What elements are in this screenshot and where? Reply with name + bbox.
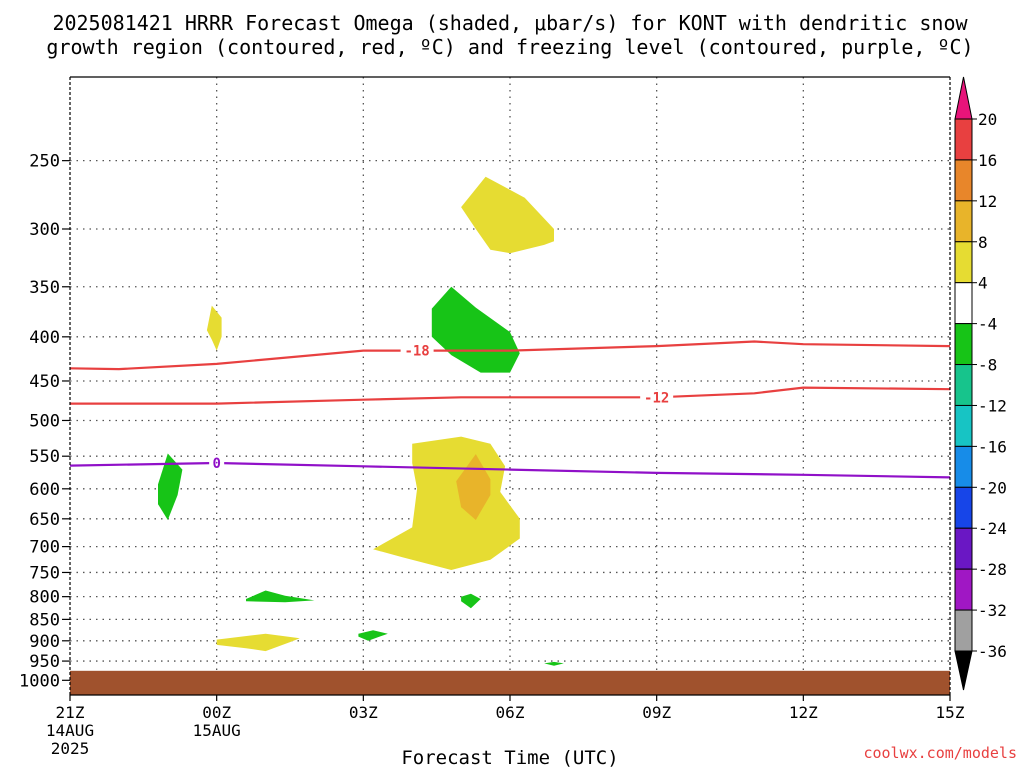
colorbar-tick-label: 12 [978, 192, 997, 211]
y-tick-label: 350 [29, 278, 60, 298]
chart-title-line1: 2025081421 HRRR Forecast Omega (shaded, … [52, 11, 968, 35]
y-tick-label: 550 [29, 447, 60, 467]
x-tick-date-label: 15AUG [193, 721, 241, 740]
contour-line [69, 340, 951, 371]
colorbar-tick-label: 4 [978, 274, 988, 293]
omega-region [461, 593, 481, 609]
y-tick-label: 500 [29, 411, 60, 431]
omega-region [158, 453, 183, 520]
colorbar-segment [954, 609, 973, 652]
contour-label: -12 [644, 390, 669, 406]
chart-title-line2: growth region (contoured, red, ºC) and f… [46, 35, 973, 59]
colorbar-segment [954, 404, 973, 447]
x-tick-label: 15Z [936, 703, 965, 722]
y-tick-label: 700 [29, 538, 60, 558]
y-tick-label: 650 [29, 510, 60, 530]
x-tick-label: 03Z [349, 703, 378, 722]
x-tick-label: 00Z [202, 703, 231, 722]
colorbar-tick-label: 8 [978, 233, 988, 252]
x-axis-title: Forecast Time (UTC) [401, 747, 618, 768]
contour-label: -18 [404, 344, 429, 360]
x-tick-label: 21Z [56, 703, 85, 722]
omega-region [456, 454, 491, 520]
contour-label: 0 [212, 456, 220, 472]
colorbar-segment [954, 282, 973, 325]
y-tick-label: 1000 [19, 671, 60, 691]
colorbar-tick-label: -12 [978, 396, 1007, 415]
y-tick-label: 750 [29, 563, 60, 583]
x-tick-label: 09Z [642, 703, 671, 722]
colorbar-segment [954, 241, 973, 284]
colorbar-segment [954, 364, 973, 406]
colorbar-segment [954, 568, 973, 611]
colorbar-tick-label: -32 [978, 601, 1007, 620]
colorbar-tick-label: -4 [978, 315, 997, 334]
colorbar-tick-label: -24 [978, 519, 1007, 538]
colorbar-segment [954, 323, 973, 366]
y-tick-label: 300 [29, 220, 60, 240]
x-tick-label: 12Z [789, 703, 818, 722]
contour-label-background [209, 454, 225, 471]
omega-region [216, 633, 300, 652]
colorbar: 20 16 12 8 4 -4 -8 -12 -16 -20 -24 -28 -32 -36 [954, 76, 1007, 691]
colorbar-tick-label: 20 [978, 110, 997, 129]
colorbar-tick-label: -20 [978, 478, 1007, 497]
y-tick-label: 600 [29, 480, 60, 500]
colorbar-tick-label: -28 [978, 560, 1007, 579]
y-tick-label: 400 [29, 328, 60, 348]
omega-region [461, 176, 554, 254]
colorbar-tick-label: -36 [978, 642, 1007, 661]
omega-region [206, 305, 222, 351]
y-tick-label: 850 [29, 610, 60, 630]
y-tick-label: 450 [29, 372, 60, 392]
y-tick-label: 950 [29, 652, 60, 672]
y-tick-label: 800 [29, 588, 60, 608]
colorbar-segment [954, 118, 973, 161]
x-tick-date-label: 14AUG [46, 721, 94, 740]
credit-label: coolwx.com/models [863, 744, 1017, 762]
omega-region [246, 590, 315, 603]
y-tick-label: 250 [29, 152, 60, 172]
surface-ground [70, 670, 950, 695]
x-tick-year-label: 2025 [51, 739, 90, 758]
colorbar-tick-label: -8 [978, 356, 997, 375]
omega-region [358, 630, 388, 641]
colorbar-segment [954, 486, 973, 529]
colorbar-segment [954, 445, 973, 488]
plot-background [70, 77, 950, 695]
colorbar-segment [954, 527, 973, 570]
colorbar-segment [954, 200, 973, 243]
y-tick-label: 900 [29, 632, 60, 652]
colorbar-segment [954, 159, 973, 202]
contour-line [70, 386, 951, 405]
colorbar-bottom-arrow [954, 650, 973, 691]
colorbar-top-arrow [954, 76, 973, 120]
colorbar-tick-label: 16 [978, 151, 997, 170]
colorbar-tick-label: -16 [978, 437, 1007, 456]
plot-area: -18 -12 0 250 300 350 400 450 500 550 600 650 700 750… [19, 76, 1007, 758]
contour-label-background [400, 342, 434, 359]
x-tick-label: 06Z [496, 703, 525, 722]
omega-region [544, 661, 564, 666]
contour-label-background [640, 389, 674, 406]
